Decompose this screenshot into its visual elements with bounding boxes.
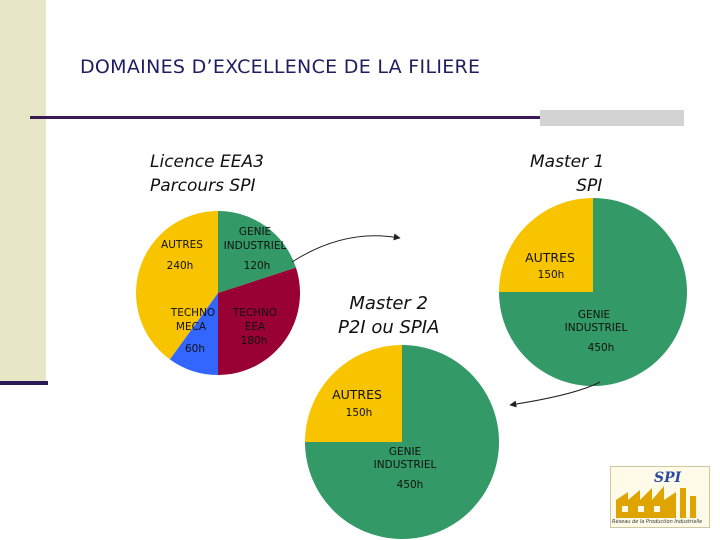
master1-slice-autres [499, 198, 593, 292]
licence-heading: Licence EEA3 Parcours SPI [150, 150, 264, 198]
licence-genie-label-1: GENIE [239, 226, 271, 238]
licence-meca-label-1: TECHNO [170, 307, 215, 319]
master2-heading-line2: P2I ou SPIA [338, 317, 440, 338]
licence-slice-genie-industriel [218, 211, 296, 293]
logo-icon: SPI [610, 466, 710, 528]
master1-genie-label-2: INDUSTRIEL [565, 322, 628, 334]
licence-heading-line2: Parcours SPI [150, 176, 256, 196]
sidebar-rule [0, 381, 48, 385]
licence-eea-label-1: TECHNO [232, 307, 277, 319]
slide-title: DOMAINES D’EXCELLENCE DE LA FILIERE [80, 56, 481, 78]
master1-pie [499, 198, 687, 386]
master1-autres-label: AUTRES [525, 250, 575, 265]
master2-heading-line1: Master 2 [349, 293, 429, 314]
licence-meca-label-2: MECA [176, 321, 207, 333]
master1-heading: Master 1 SPI [530, 150, 604, 198]
master2-genie-label-2: INDUSTRIEL [374, 459, 437, 471]
master1-genie-label-1: GENIE [578, 309, 610, 321]
master1-autres-hours: 150h [538, 269, 565, 281]
title-rule [30, 116, 540, 119]
licence-slice-techno-meca [169, 293, 218, 375]
licence-slice-techno-eea [218, 267, 300, 375]
licence-autres-label: AUTRES [161, 239, 203, 251]
svg-text:SPI: SPI [654, 470, 682, 486]
title-rule-block [540, 110, 684, 126]
master2-heading: Master 2 P2I ou SPIA [338, 292, 439, 340]
master2-slice-autres [305, 345, 402, 442]
licence-genie-hours: 120h [244, 260, 271, 272]
master2-autres-hours: 150h [346, 407, 373, 419]
sidebar-band [0, 0, 46, 385]
master2-genie-label-1: GENIE [389, 446, 421, 458]
licence-meca-hours: 60h [185, 343, 205, 355]
arrow-licence-to-master1 [291, 233, 401, 263]
licence-eea-label-2: EEA [245, 321, 266, 333]
arrow-master1-to-master2 [509, 381, 601, 408]
master2-autres-label: AUTRES [332, 387, 382, 402]
master1-heading-line2: SPI [576, 176, 603, 196]
licence-eea-hours: 180h [241, 335, 268, 347]
logo-caption: Réseau de la Production Industrielle [612, 519, 703, 525]
licence-slice-autres [136, 211, 218, 360]
licence-autres-hours: 240h [167, 260, 194, 272]
licence-heading-line1: Licence EEA3 [150, 152, 264, 172]
master2-genie-hours: 450h [397, 479, 424, 491]
master2-pie [305, 345, 499, 539]
master1-genie-hours: 450h [588, 342, 615, 354]
licence-pie [136, 211, 300, 375]
licence-genie-label-2: INDUSTRIEL [224, 240, 287, 252]
master1-heading-line1: Master 1 [530, 152, 605, 172]
